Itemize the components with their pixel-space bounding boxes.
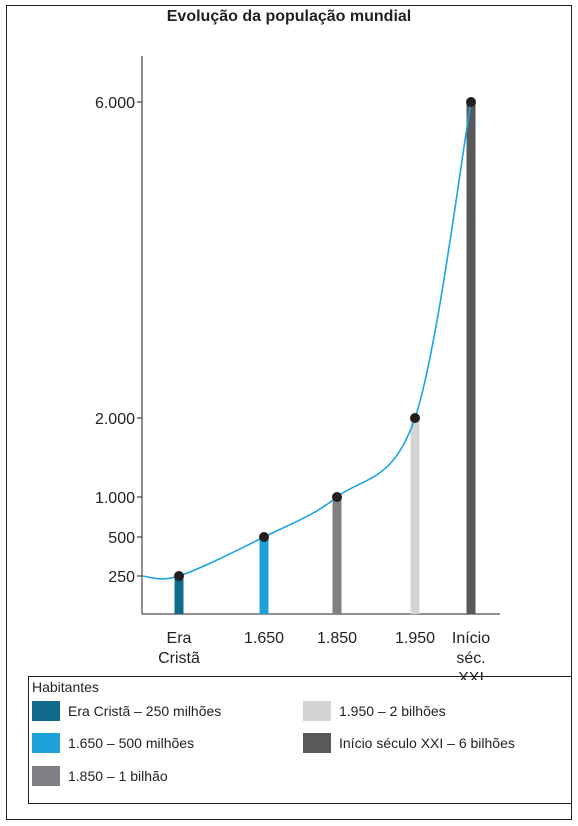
y-tick-label: 250 — [108, 569, 135, 586]
legend-label: Era Cristã – 250 milhões — [68, 703, 222, 719]
data-point — [332, 492, 342, 502]
legend-label: 1.950 – 2 bilhões — [339, 703, 446, 719]
x-tick-label: Cristã — [158, 650, 200, 667]
data-point — [466, 97, 476, 107]
legend-title: Habitantes — [32, 679, 99, 695]
x-tick-label: XXI — [458, 670, 484, 680]
figure-frame — [6, 5, 572, 820]
y-tick-label: 1.000 — [95, 490, 135, 507]
legend-label: Início século XXI – 6 bilhões — [339, 735, 515, 751]
trend-curve — [141, 101, 472, 580]
legend-item-era-crista: Era Cristã – 250 milhões — [32, 701, 221, 721]
bar — [410, 418, 420, 614]
data-point — [410, 413, 420, 423]
data-point — [174, 571, 184, 581]
bar — [259, 537, 269, 614]
bar — [332, 497, 342, 614]
x-tick-label: Início — [452, 630, 490, 647]
data-point — [259, 532, 269, 542]
legend-label: 1.650 – 500 milhões — [68, 735, 195, 751]
x-tick-label: 1.650 — [244, 630, 284, 647]
legend-item-1950: 1.950 – 2 bilhões — [303, 701, 446, 721]
chart-title: Evolução da população mundial — [166, 8, 412, 25]
x-tick-label: 1.850 — [317, 630, 357, 647]
bar — [174, 576, 184, 614]
bar — [466, 102, 476, 614]
legend-label: 1.850 – 1 bilhão — [68, 768, 168, 784]
legend-item-1850: 1.850 – 1 bilhão — [32, 766, 168, 786]
y-tick-label: 500 — [108, 530, 135, 547]
y-tick-label: 2.000 — [95, 411, 135, 428]
x-tick-label: Era — [167, 630, 192, 647]
legend-swatch — [32, 701, 60, 721]
legend-swatch — [303, 733, 331, 753]
legend-swatch — [32, 733, 60, 753]
y-tick-label: 6.000 — [95, 95, 135, 112]
legend: Habitantes Era Cristã – 250 milhões 1.95… — [28, 676, 572, 804]
legend-swatch — [32, 766, 60, 786]
legend-item-1650: 1.650 – 500 milhões — [32, 733, 194, 753]
legend-swatch — [303, 701, 331, 721]
chart-plot: 250 500 1.000 2.000 6.000 Era Cristã 1.650 1.850… — [95, 56, 500, 680]
legend-item-inicio-seculo-xxi: Início século XXI – 6 bilhões — [303, 733, 515, 753]
x-tick-label: séc. — [456, 650, 485, 667]
x-tick-label: 1.950 — [395, 630, 435, 647]
